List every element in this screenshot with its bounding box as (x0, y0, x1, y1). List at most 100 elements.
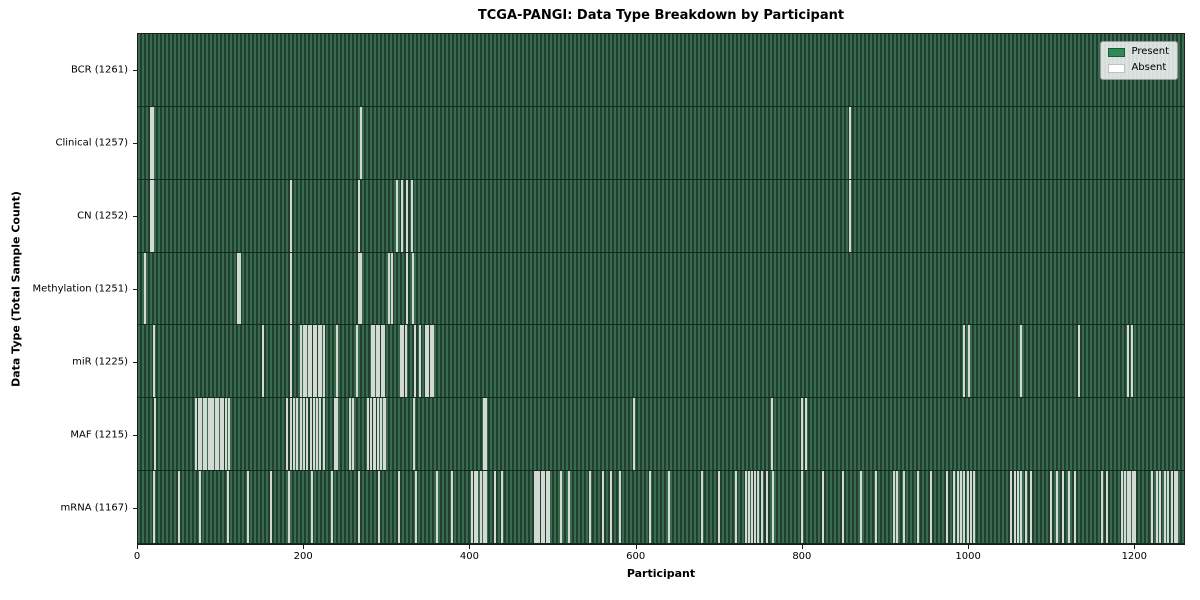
absent-stripe (750, 471, 753, 543)
absent-stripe (424, 325, 427, 398)
absent-stripe (1024, 471, 1027, 543)
absent-stripe (963, 471, 966, 543)
absent-stripe (848, 106, 851, 179)
absent-stripe (667, 471, 670, 543)
absent-stripe (1170, 471, 1173, 543)
y-tick-label-MAF: MAF (1215) (70, 429, 128, 441)
absent-stripe (224, 398, 227, 471)
absent-stripe (875, 471, 878, 543)
absent-stripe (1131, 471, 1134, 543)
absent-stripe (207, 398, 210, 471)
absent-stripe (315, 325, 318, 398)
absent-stripe (380, 398, 383, 471)
absent-stripe (1010, 471, 1013, 543)
absent-stripe (1163, 471, 1166, 543)
absent-stripe (1020, 325, 1023, 398)
absent-stripe (765, 471, 768, 543)
row-Methylation (138, 252, 1184, 326)
absent-stripe (351, 398, 354, 471)
legend: Present Absent (1100, 41, 1178, 80)
row-BCR (138, 34, 1184, 107)
absent-stripe (1078, 325, 1081, 398)
absent-stripe (400, 179, 403, 252)
absent-stripe (219, 398, 222, 471)
absent-stripe (306, 398, 309, 471)
absent-stripe (633, 398, 636, 471)
absent-stripe (560, 471, 563, 543)
absent-stripe (227, 471, 230, 543)
absent-stripe (377, 471, 380, 543)
absent-stripe (1126, 471, 1129, 543)
absent-stripe (533, 471, 536, 543)
absent-stripe (1167, 471, 1170, 543)
absent-stripe (427, 325, 430, 398)
absent-stripe (548, 471, 551, 543)
absent-stripe (143, 252, 146, 325)
absent-stripe (1017, 471, 1020, 543)
x-tick-label: 600 (626, 551, 646, 562)
absent-stripe (822, 471, 825, 543)
absent-stripe (150, 179, 153, 252)
present-swatch-icon (1108, 47, 1126, 57)
absent-stripe (589, 471, 592, 543)
absent-stripe (289, 179, 292, 252)
absent-stripe (1150, 471, 1153, 543)
absent-stripe (930, 471, 932, 543)
absent-stripe (747, 471, 750, 543)
absent-stripe (945, 471, 948, 543)
x-tick-label: 200 (293, 551, 313, 562)
absent-stripe (212, 398, 215, 471)
y-tick-mark (133, 215, 137, 217)
absent-stripe (895, 471, 898, 543)
legend-label-absent: Absent (1131, 62, 1167, 73)
absent-stripe (540, 471, 543, 543)
absent-stripe (953, 471, 956, 543)
absent-stripe (618, 471, 621, 543)
x-tick-label: 1200 (1121, 551, 1148, 562)
absent-stripe (473, 471, 476, 543)
absent-stripe (320, 325, 323, 398)
absent-stripe (1013, 471, 1016, 543)
legend-label-present: Present (1131, 46, 1169, 57)
absent-stripe (202, 398, 205, 471)
absent-stripe (357, 471, 360, 543)
row-mRNA (138, 471, 1184, 544)
absent-stripe (892, 471, 895, 543)
absent-stripe (376, 398, 379, 471)
absent-stripe (754, 471, 757, 543)
absent-stripe (317, 325, 320, 398)
absent-stripe (413, 398, 416, 471)
absent-stripe (1061, 471, 1064, 543)
absent-stripe (601, 471, 604, 543)
absent-stripe (410, 179, 413, 252)
y-tick-mark (133, 142, 137, 144)
absent-stripe (380, 325, 383, 398)
absent-stripe (374, 398, 377, 471)
y-tick-label-Methylation: Methylation (1251) (32, 283, 128, 295)
absent-stripe (538, 471, 541, 543)
absent-stripe (217, 398, 220, 471)
absent-stripe (1056, 471, 1059, 543)
absent-stripe (1050, 471, 1053, 543)
absent-stripe (648, 471, 651, 543)
absent-stripe (322, 398, 325, 471)
y-tick-label-Clinical: Clinical (1257) (55, 137, 129, 149)
absent-stripe (451, 471, 454, 543)
absent-stripe (404, 325, 407, 398)
absent-stripe (842, 471, 845, 543)
absent-stripe (300, 325, 303, 398)
absent-stripe (387, 252, 390, 325)
absent-stripe (370, 398, 373, 471)
absent-stripe (214, 398, 217, 471)
absent-stripe (1156, 471, 1159, 543)
absent-stripe (485, 398, 488, 471)
absent-stripe (357, 179, 360, 252)
absent-stripe (745, 471, 748, 543)
absent-stripe (357, 252, 360, 325)
absent-stripe (316, 398, 319, 471)
absent-stripe (432, 325, 435, 398)
absent-stripe (331, 471, 334, 543)
row-MAF (138, 398, 1184, 472)
x-tick-mark (303, 545, 305, 549)
x-tick-mark (1134, 545, 1136, 549)
